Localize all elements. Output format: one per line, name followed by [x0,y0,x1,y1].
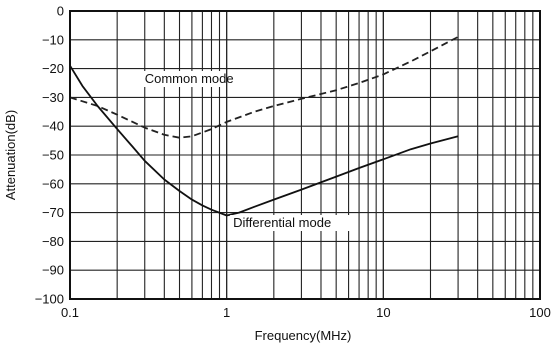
y-axis-label: Attenuation(dB) [3,110,18,200]
x-tick-labels: 0.1 1 10 100 [61,305,551,320]
y-tick-label: −90 [42,263,64,278]
annotation: Common mode [141,71,234,87]
y-tick-label: 0 [57,4,64,19]
y-tick-label: −80 [42,234,64,249]
y-tick-label: −10 [42,32,64,47]
plot-frame [69,10,541,300]
y-tick-label: −20 [42,61,64,76]
annotation-background [230,215,357,231]
annotations: Common mode Differential mode [141,71,357,231]
x-tick-label: 10 [376,305,390,320]
y-tick-label: −30 [42,90,64,105]
annotation-label: Differential mode [233,215,331,230]
annotation-label: Common mode [145,71,234,86]
y-tick-labels: 0 −10 −20 −30 −40 −50 −60 −70 −80 −90 −100 [35,4,64,307]
annotation-background [141,71,225,87]
x-tick-label: 1 [223,305,230,320]
x-tick-label: 100 [529,305,551,320]
y-tick-label: −60 [42,176,64,191]
y-tick-label: −40 [42,119,64,134]
x-tick-label: 0.1 [61,305,79,320]
y-tick-label: −100 [35,292,64,307]
common-mode-line [69,36,459,139]
y-tick-label: −70 [42,205,64,220]
plot-border [69,10,541,300]
y-tick-label: −50 [42,148,64,163]
annotation: Differential mode [230,215,357,231]
x-axis-label: Frequency(MHz) [255,328,352,343]
series-layer [69,36,459,217]
differential-mode-line [69,65,459,217]
